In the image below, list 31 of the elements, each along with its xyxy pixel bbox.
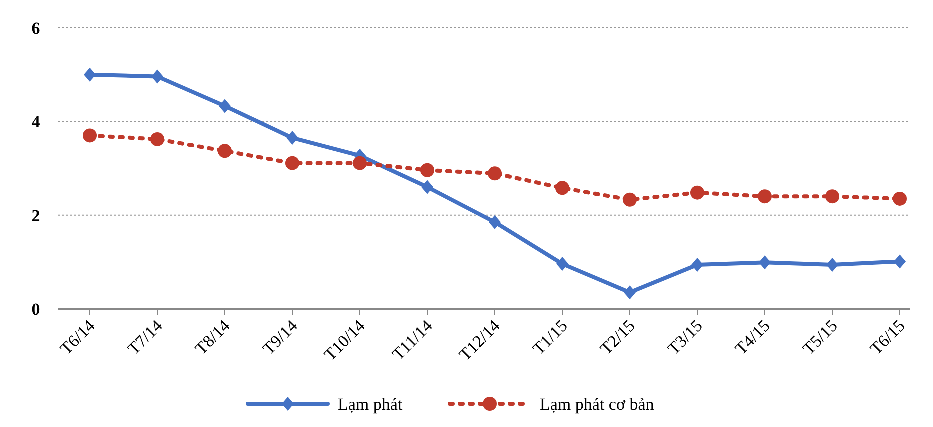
point [623,192,637,207]
point [219,99,231,114]
point [422,180,434,194]
legend-label: Lạm phát cơ bản [540,394,655,414]
point [556,257,568,272]
y-tick-label: 4 [32,112,41,132]
point [152,70,164,84]
y-tick-label: 0 [32,300,40,319]
point [758,190,772,204]
point [624,286,636,300]
point [488,166,502,181]
point [83,128,97,143]
point [84,68,96,82]
point [556,181,570,196]
point [353,156,367,170]
point [489,215,501,230]
point [286,131,298,146]
point [420,163,434,178]
point [692,258,704,272]
point [826,258,838,272]
point [218,144,232,158]
point [150,132,164,146]
point [286,156,300,170]
legend-label: Lạm phát [338,394,403,414]
y-tick-label: 2 [32,206,40,226]
y-tick-label: 6 [32,18,40,38]
point [893,192,907,206]
point [690,186,704,200]
point [826,190,840,204]
point [759,256,771,270]
point [894,254,906,269]
